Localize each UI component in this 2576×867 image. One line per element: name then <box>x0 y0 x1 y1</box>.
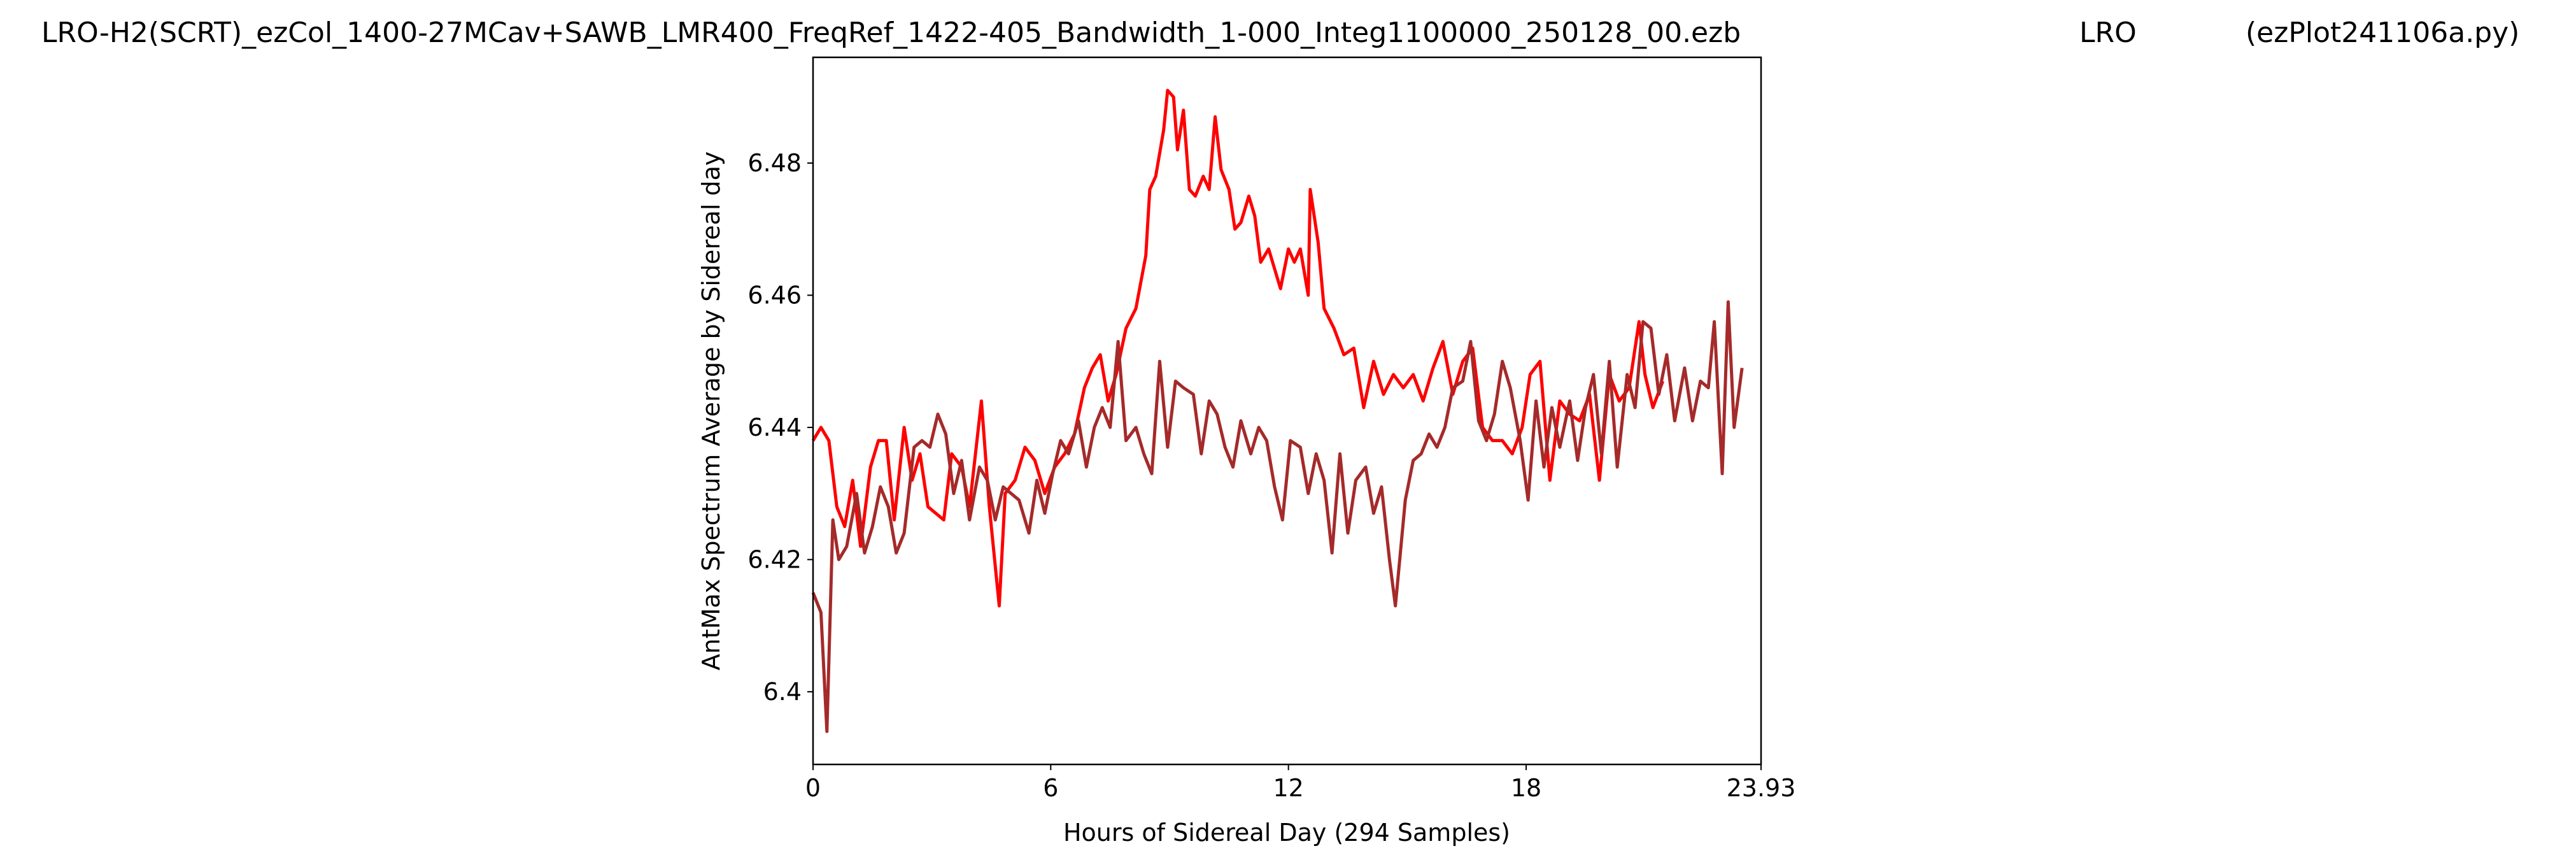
y-tick-label: 6.44 <box>747 413 802 441</box>
chart-title-script: (ezPlot241106a.py) <box>2246 17 2519 49</box>
x-tick-label: 23.93 <box>1727 774 1796 802</box>
x-tick-label: 12 <box>1273 774 1303 802</box>
y-tick-label: 6.48 <box>747 149 802 177</box>
y-tick-label: 6.46 <box>747 281 802 309</box>
y-tick-label: 6.4 <box>763 678 802 706</box>
x-tick-label: 0 <box>805 774 821 802</box>
x-tick-label: 18 <box>1511 774 1541 802</box>
chart-title-station: LRO <box>2079 17 2137 49</box>
chart-title: LRO-H2(SCRT)_ezCol_1400-27MCav+SAWB_LMR4… <box>41 17 1741 49</box>
y-axis-label: AntMax Spectrum Average by Sidereal day <box>697 152 725 671</box>
y-tick-label: 6.42 <box>747 545 802 573</box>
plot-frame <box>812 56 1762 766</box>
data-line <box>811 89 1665 608</box>
x-tick-label: 6 <box>1043 774 1058 802</box>
x-axis-label: Hours of Sidereal Day (294 Samples) <box>1063 819 1510 847</box>
data-line <box>811 300 1744 733</box>
